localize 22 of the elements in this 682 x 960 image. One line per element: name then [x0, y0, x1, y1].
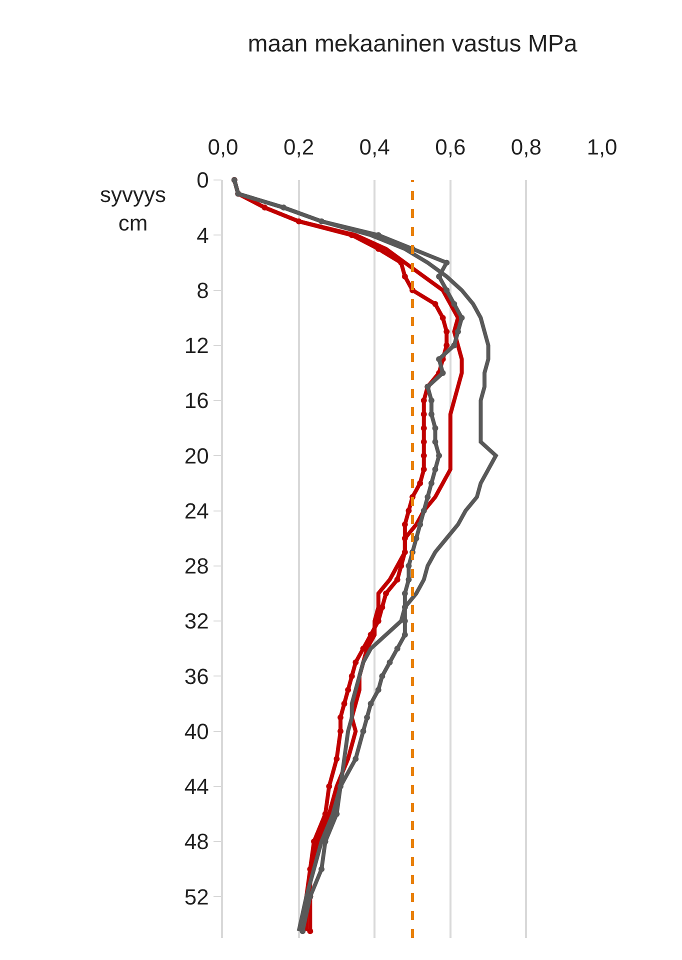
x-tick-label: 1,0	[586, 134, 618, 160]
x-tick-label: 0,2	[284, 134, 314, 160]
x-tick-label: 0,0	[208, 134, 238, 160]
y-tick-label: 24	[184, 498, 209, 524]
y-tick-label: 48	[184, 829, 209, 854]
y-tick-label: 20	[184, 443, 209, 468]
x-tick-label: 0,6	[435, 134, 466, 160]
x-tick-label: 0,4	[359, 134, 390, 160]
y-tick-label: 0	[196, 168, 209, 193]
y-tick-label: 52	[184, 884, 209, 910]
y-tick-label: 8	[196, 278, 209, 303]
x-tick-label: 0,8	[510, 134, 542, 160]
y-tick-label: 32	[184, 608, 209, 634]
y-tick-label: 36	[184, 664, 209, 689]
y-tick-label: 28	[184, 554, 209, 579]
y-tick-label: 40	[184, 718, 209, 744]
y-axis-title: syvyys cm	[100, 182, 166, 236]
y-tick-label: 44	[184, 774, 209, 800]
y-tick-label: 4	[196, 222, 209, 248]
y-tick-label: 12	[184, 333, 209, 358]
y-tick-label: 16	[184, 388, 209, 414]
chart-title: maan mekaaninen vastus MPa	[248, 30, 578, 58]
